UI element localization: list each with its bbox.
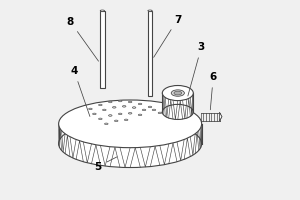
Ellipse shape [138, 114, 142, 116]
Ellipse shape [148, 106, 152, 108]
Polygon shape [100, 11, 104, 88]
Text: 5: 5 [94, 157, 117, 172]
Text: 7: 7 [154, 15, 181, 57]
Ellipse shape [124, 119, 128, 121]
Ellipse shape [171, 90, 184, 96]
Text: 6: 6 [210, 72, 217, 110]
Ellipse shape [162, 86, 193, 101]
Polygon shape [220, 113, 222, 121]
Ellipse shape [128, 113, 132, 114]
Ellipse shape [58, 100, 202, 148]
Ellipse shape [152, 109, 156, 111]
Ellipse shape [158, 112, 162, 114]
Polygon shape [58, 124, 202, 168]
Text: 3: 3 [188, 42, 205, 96]
Ellipse shape [142, 109, 146, 111]
Ellipse shape [99, 118, 102, 120]
Ellipse shape [122, 106, 126, 107]
Ellipse shape [93, 113, 96, 115]
Ellipse shape [174, 91, 182, 95]
Ellipse shape [58, 120, 202, 168]
Ellipse shape [114, 120, 118, 122]
Ellipse shape [88, 108, 92, 110]
Ellipse shape [100, 10, 104, 11]
Ellipse shape [103, 109, 106, 111]
Ellipse shape [148, 10, 152, 11]
Polygon shape [162, 93, 193, 112]
Ellipse shape [109, 115, 112, 116]
Polygon shape [148, 11, 152, 96]
Ellipse shape [118, 113, 122, 115]
Ellipse shape [118, 100, 122, 102]
Ellipse shape [138, 103, 142, 105]
Text: 4: 4 [70, 66, 90, 116]
Ellipse shape [128, 101, 132, 103]
Ellipse shape [104, 123, 108, 125]
Ellipse shape [99, 104, 102, 106]
Ellipse shape [112, 107, 116, 108]
Ellipse shape [162, 104, 193, 119]
Text: 8: 8 [67, 17, 98, 61]
Ellipse shape [109, 101, 112, 103]
Ellipse shape [132, 107, 136, 108]
